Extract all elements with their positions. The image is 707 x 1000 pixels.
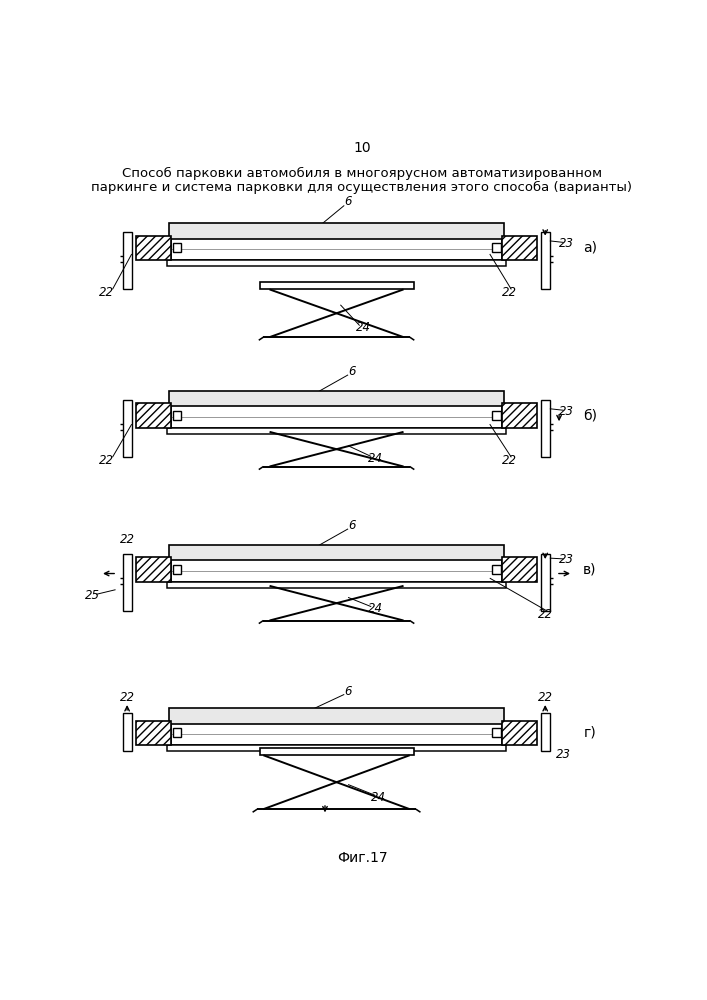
Text: 22: 22 (99, 286, 114, 299)
Text: 22: 22 (119, 533, 134, 546)
Text: паркинге и система парковки для осуществления этого способа (варианты): паркинге и система парковки для осуществ… (91, 181, 633, 194)
Text: г): г) (583, 726, 596, 740)
Text: 24: 24 (356, 321, 371, 334)
Text: 23: 23 (559, 237, 574, 250)
Bar (502, 557, 537, 582)
Text: б): б) (583, 409, 597, 423)
Bar (123, 713, 132, 751)
Text: 22: 22 (99, 454, 114, 467)
Bar (502, 721, 537, 745)
Bar (171, 557, 502, 582)
Text: 24: 24 (371, 791, 387, 804)
Bar (492, 728, 501, 737)
Text: 23: 23 (559, 405, 574, 418)
Bar (173, 243, 181, 252)
Text: Фиг.17: Фиг.17 (337, 851, 387, 865)
Text: 24: 24 (368, 602, 382, 615)
Bar (170, 223, 503, 239)
Text: 6: 6 (348, 519, 356, 532)
Bar (171, 721, 502, 745)
Text: 25: 25 (85, 589, 100, 602)
Bar (136, 235, 171, 260)
Bar (173, 728, 181, 737)
Bar (542, 232, 550, 289)
Bar (171, 403, 502, 428)
Text: 23: 23 (556, 748, 571, 761)
Bar (259, 282, 414, 289)
Text: а): а) (583, 241, 597, 255)
Text: 6: 6 (348, 365, 356, 378)
Bar (542, 713, 550, 751)
Text: 24: 24 (368, 452, 382, 465)
Bar (170, 391, 503, 406)
Text: 10: 10 (353, 141, 370, 155)
Bar (171, 235, 502, 260)
Bar (136, 557, 171, 582)
Bar (173, 411, 181, 420)
Bar (502, 403, 537, 428)
Bar (167, 745, 506, 751)
Text: 22: 22 (119, 691, 134, 704)
Bar (173, 565, 181, 574)
Text: 23: 23 (559, 553, 574, 566)
Bar (492, 565, 501, 574)
Text: 22: 22 (502, 454, 518, 467)
Bar (123, 554, 132, 611)
Text: 22: 22 (538, 691, 553, 704)
Text: 6: 6 (344, 195, 352, 208)
Bar (167, 582, 506, 588)
Bar (259, 748, 414, 755)
Bar (123, 400, 132, 457)
Bar (502, 235, 537, 260)
Bar (167, 428, 506, 434)
Bar (167, 260, 506, 266)
Text: Способ парковки автомобиля в многоярусном автоматизированном: Способ парковки автомобиля в многоярусно… (122, 167, 602, 180)
Bar (136, 403, 171, 428)
Bar (542, 400, 550, 457)
Text: 6: 6 (344, 685, 352, 698)
Text: 22: 22 (502, 286, 518, 299)
Bar (170, 708, 503, 724)
Text: 22: 22 (538, 608, 553, 621)
Text: в): в) (583, 563, 597, 577)
Bar (542, 554, 550, 611)
Bar (136, 721, 171, 745)
Bar (123, 232, 132, 289)
Bar (170, 545, 503, 560)
Bar (492, 243, 501, 252)
Bar (492, 411, 501, 420)
